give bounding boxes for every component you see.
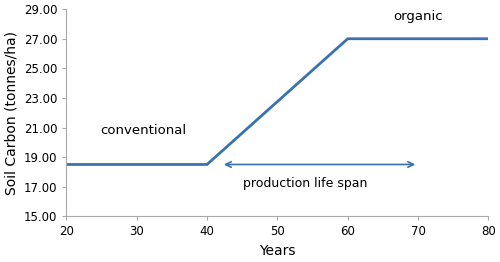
Text: conventional: conventional xyxy=(100,124,186,137)
Text: organic: organic xyxy=(394,10,443,23)
X-axis label: Years: Years xyxy=(259,244,296,258)
Y-axis label: Soil Carbon (tonnes/ha): Soil Carbon (tonnes/ha) xyxy=(4,31,18,195)
Text: production life span: production life span xyxy=(244,177,368,190)
